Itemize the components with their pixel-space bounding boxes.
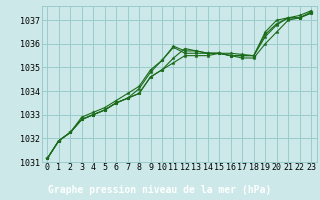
Text: Graphe pression niveau de la mer (hPa): Graphe pression niveau de la mer (hPa): [48, 185, 272, 195]
